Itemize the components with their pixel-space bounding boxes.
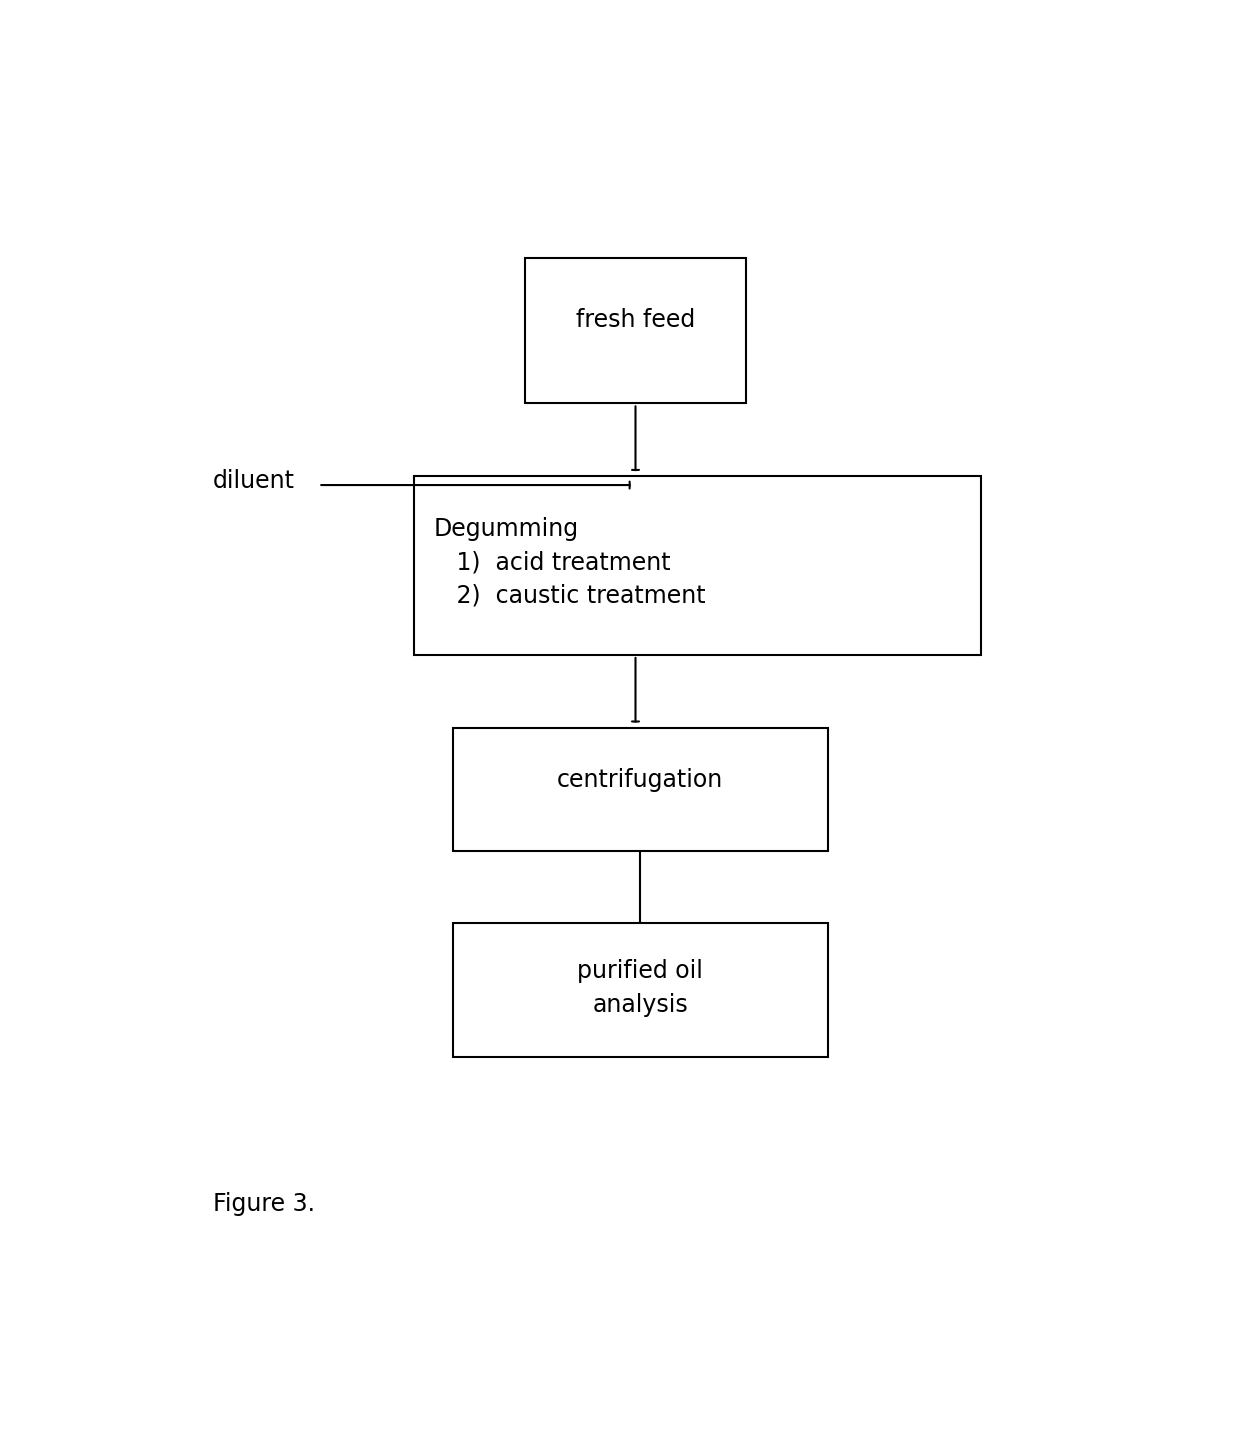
Text: Figure 3.: Figure 3. — [213, 1192, 315, 1217]
Text: centrifugation: centrifugation — [557, 768, 723, 793]
Text: diluent: diluent — [213, 469, 295, 492]
Bar — [453, 727, 828, 851]
Text: Degumming
   1)  acid treatment
   2)  caustic treatment: Degumming 1) acid treatment 2) caustic t… — [434, 517, 706, 608]
Text: fresh feed: fresh feed — [575, 308, 696, 331]
Bar — [414, 476, 982, 655]
Bar — [525, 258, 746, 404]
Text: purified oil
analysis: purified oil analysis — [578, 960, 703, 1016]
Bar — [453, 923, 828, 1057]
